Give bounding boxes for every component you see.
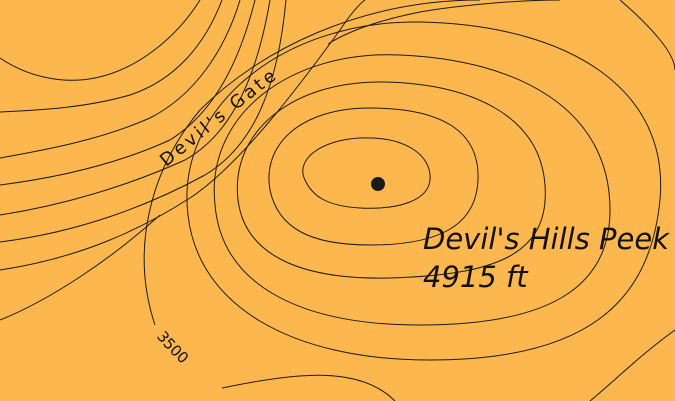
- peak-contours: [186, 21, 662, 361]
- contour-line: [186, 21, 662, 361]
- contour-line: [0, 0, 241, 159]
- contour-line: [0, 0, 256, 186]
- contour-line: [268, 107, 479, 246]
- contour-line: [236, 81, 546, 279]
- contour-line: [589, 329, 675, 401]
- contour-line: [619, 0, 675, 71]
- contour-line: [302, 137, 431, 209]
- contour-line: [213, 54, 611, 326]
- contour-line: [0, 214, 161, 321]
- contour-line: [0, 0, 201, 81]
- contour-line: [221, 374, 396, 401]
- peak-name-label: Devil's Hills Peek: [423, 222, 670, 256]
- contour-line: [143, 0, 481, 326]
- contour-line: [0, 0, 223, 113]
- peak-marker[interactable]: [371, 177, 385, 191]
- contour-line: [0, 0, 271, 216]
- contour-line: [0, 0, 287, 243]
- peak-elevation-label: 4915 ft: [423, 260, 529, 294]
- contour-line: [327, 0, 561, 45]
